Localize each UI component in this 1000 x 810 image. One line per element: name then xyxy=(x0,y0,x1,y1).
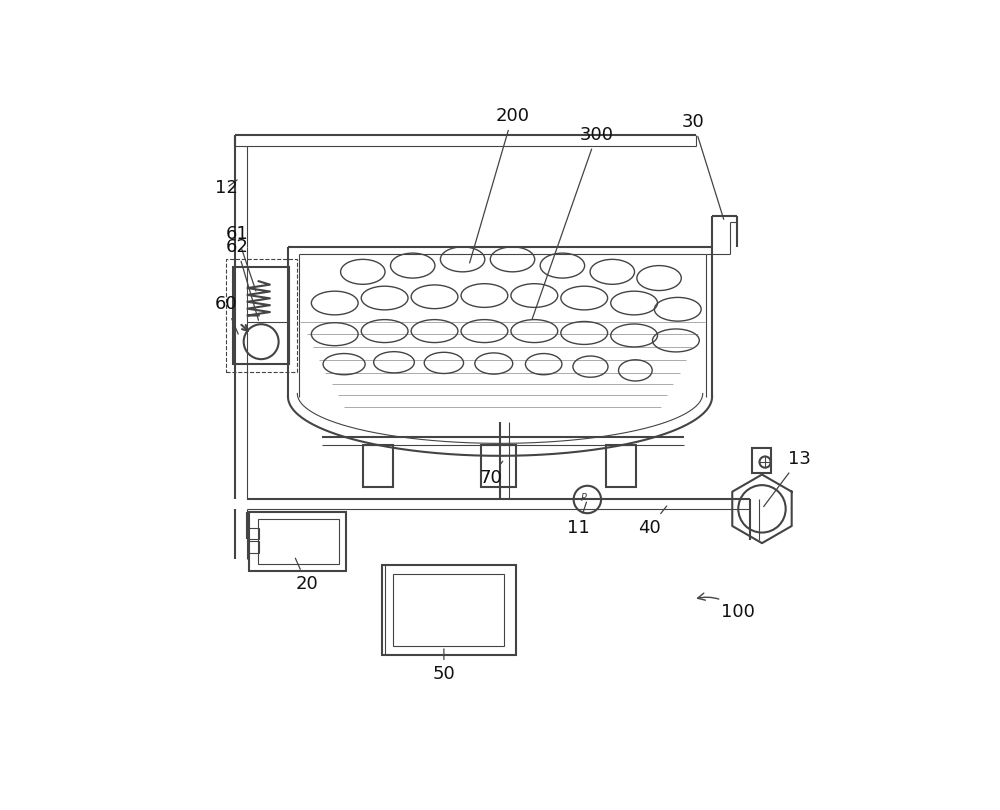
Text: 30: 30 xyxy=(682,113,724,220)
Text: 62: 62 xyxy=(225,238,258,320)
Bar xyxy=(258,519,339,564)
Bar xyxy=(249,512,346,571)
Bar xyxy=(481,445,516,487)
Text: 100: 100 xyxy=(698,593,755,620)
Bar xyxy=(363,445,393,487)
Bar xyxy=(752,448,771,473)
Bar xyxy=(226,259,297,372)
Text: 61: 61 xyxy=(225,225,256,291)
Text: 300: 300 xyxy=(532,126,614,319)
Text: 60: 60 xyxy=(214,296,238,335)
Text: 12: 12 xyxy=(215,179,238,197)
Bar xyxy=(248,541,259,552)
Bar xyxy=(606,445,636,487)
Text: 40: 40 xyxy=(638,506,667,536)
Text: P: P xyxy=(581,493,587,503)
Bar xyxy=(382,565,516,655)
Text: 50: 50 xyxy=(433,649,455,683)
Text: 20: 20 xyxy=(295,558,318,593)
Bar xyxy=(248,527,259,539)
Bar xyxy=(233,266,289,364)
Text: 11: 11 xyxy=(567,502,589,536)
Text: 200: 200 xyxy=(470,107,530,263)
Text: 70: 70 xyxy=(479,461,503,487)
Text: 13: 13 xyxy=(764,450,811,506)
Bar xyxy=(393,574,504,646)
